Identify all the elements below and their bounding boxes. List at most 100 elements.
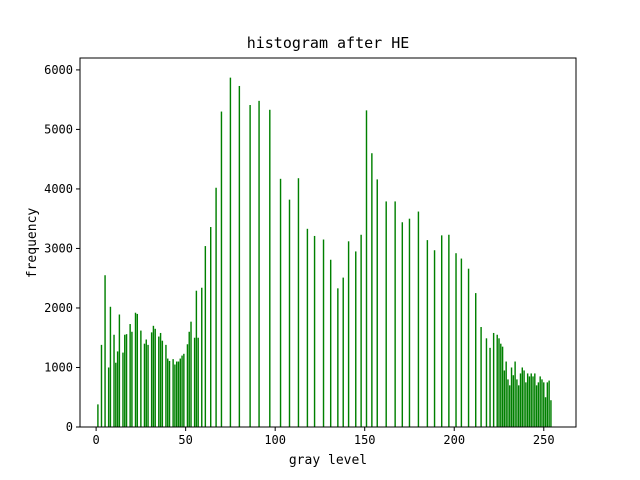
histogram-bar xyxy=(136,313,139,427)
histogram-bar xyxy=(181,355,183,427)
histogram-bar xyxy=(523,370,525,427)
histogram-bar xyxy=(100,344,103,427)
histogram-bar xyxy=(122,352,124,427)
histogram-bar xyxy=(347,241,350,427)
x-axis-ticks: 0 50 100 150 200 250 xyxy=(92,427,555,447)
histogram-bar xyxy=(238,85,241,427)
histogram-bar xyxy=(519,373,522,427)
histogram-bar xyxy=(188,331,190,427)
histogram-bar xyxy=(269,109,271,427)
histogram-bar xyxy=(159,332,162,427)
histogram-bar xyxy=(145,339,147,427)
y-axis-label: frequency xyxy=(25,208,40,279)
y-tick-label: 4000 xyxy=(44,182,73,196)
histogram-bar xyxy=(147,344,149,427)
histogram-bar xyxy=(360,234,362,427)
histogram-bar xyxy=(496,334,498,427)
histogram-bar xyxy=(190,321,192,427)
histogram-bar xyxy=(505,361,507,427)
histogram-bar xyxy=(249,105,251,428)
histogram-bar xyxy=(509,385,511,427)
x-tick-label: 250 xyxy=(533,433,555,447)
histogram-bar xyxy=(195,290,198,427)
histogram-bar xyxy=(210,227,212,427)
histogram-bar xyxy=(204,246,207,427)
histogram-bar xyxy=(129,324,131,427)
histogram-bar xyxy=(113,334,115,427)
histogram-bar xyxy=(118,314,121,427)
histogram-bar xyxy=(539,376,541,427)
histogram-bar xyxy=(183,353,185,427)
histogram-bar xyxy=(543,382,545,427)
histogram-bar xyxy=(516,379,518,427)
y-tick-label: 6000 xyxy=(44,63,73,77)
histogram-bar xyxy=(526,373,529,427)
histogram-bar xyxy=(371,153,373,428)
y-tick-label: 5000 xyxy=(44,122,73,136)
histogram-bar xyxy=(541,379,543,427)
histogram-bar xyxy=(124,334,126,427)
histogram-bar xyxy=(548,380,550,427)
histogram-bar xyxy=(385,201,387,427)
histogram-bar xyxy=(116,351,119,427)
histogram-bar xyxy=(329,259,332,427)
histogram-bar xyxy=(512,375,515,427)
histogram-bar xyxy=(179,358,181,427)
histogram-bar xyxy=(306,228,309,427)
histogram-bar xyxy=(532,376,534,427)
histogram-bar xyxy=(125,334,128,427)
histogram-bar xyxy=(535,385,538,427)
histogram-bar xyxy=(229,77,232,427)
y-tick-label: 1000 xyxy=(44,360,73,374)
histogram-bar xyxy=(460,258,463,427)
histogram-bar xyxy=(544,397,547,427)
histogram-bar xyxy=(501,346,504,427)
histogram-bar xyxy=(448,234,450,427)
histogram-bar xyxy=(258,100,260,427)
histogram-bar xyxy=(175,361,178,427)
histogram-bar xyxy=(174,364,176,427)
histogram-bar xyxy=(455,253,457,427)
histogram-bar xyxy=(485,338,488,427)
histogram-bar xyxy=(503,370,506,427)
chart-title: histogram after HE xyxy=(247,34,410,52)
histogram-bar xyxy=(433,250,436,427)
histogram-bar xyxy=(528,376,531,427)
histogram-bar xyxy=(115,362,117,427)
x-tick-label: 0 xyxy=(92,433,99,447)
histogram-bar xyxy=(168,360,171,427)
histogram-bar xyxy=(107,367,110,427)
histogram-bar xyxy=(376,179,378,427)
histogram-bar xyxy=(322,239,325,427)
histogram-bar xyxy=(365,110,368,428)
histogram-bar xyxy=(131,331,133,427)
histogram-bar xyxy=(401,222,404,427)
bars-group xyxy=(97,77,552,428)
x-tick-label: 150 xyxy=(354,433,376,447)
histogram-bar xyxy=(154,328,156,427)
histogram-bar xyxy=(288,199,291,427)
y-tick-label: 3000 xyxy=(44,241,73,255)
histogram-bar xyxy=(507,379,509,427)
histogram-bar xyxy=(355,251,357,427)
histogram-bar xyxy=(172,359,174,427)
histogram-bar xyxy=(489,347,491,427)
histogram-bar xyxy=(426,240,429,427)
y-tick-label: 2000 xyxy=(44,301,73,315)
histogram-bar xyxy=(534,373,536,427)
histogram-bar xyxy=(109,306,112,427)
histogram-bar xyxy=(197,337,199,427)
histogram-bar xyxy=(480,327,482,427)
histogram-bar xyxy=(161,340,164,427)
histogram-bar xyxy=(193,337,196,427)
histogram-bar xyxy=(297,178,300,427)
histogram-bar xyxy=(530,373,532,427)
histogram-bar xyxy=(394,201,396,427)
histogram-bar xyxy=(550,400,552,427)
histogram-bar xyxy=(500,343,502,427)
histogram-bar xyxy=(158,336,160,427)
y-axis-ticks: 0 1000 2000 3000 4000 5000 6000 xyxy=(44,63,80,434)
histogram-bar xyxy=(546,382,549,427)
histogram-bar xyxy=(525,382,527,427)
